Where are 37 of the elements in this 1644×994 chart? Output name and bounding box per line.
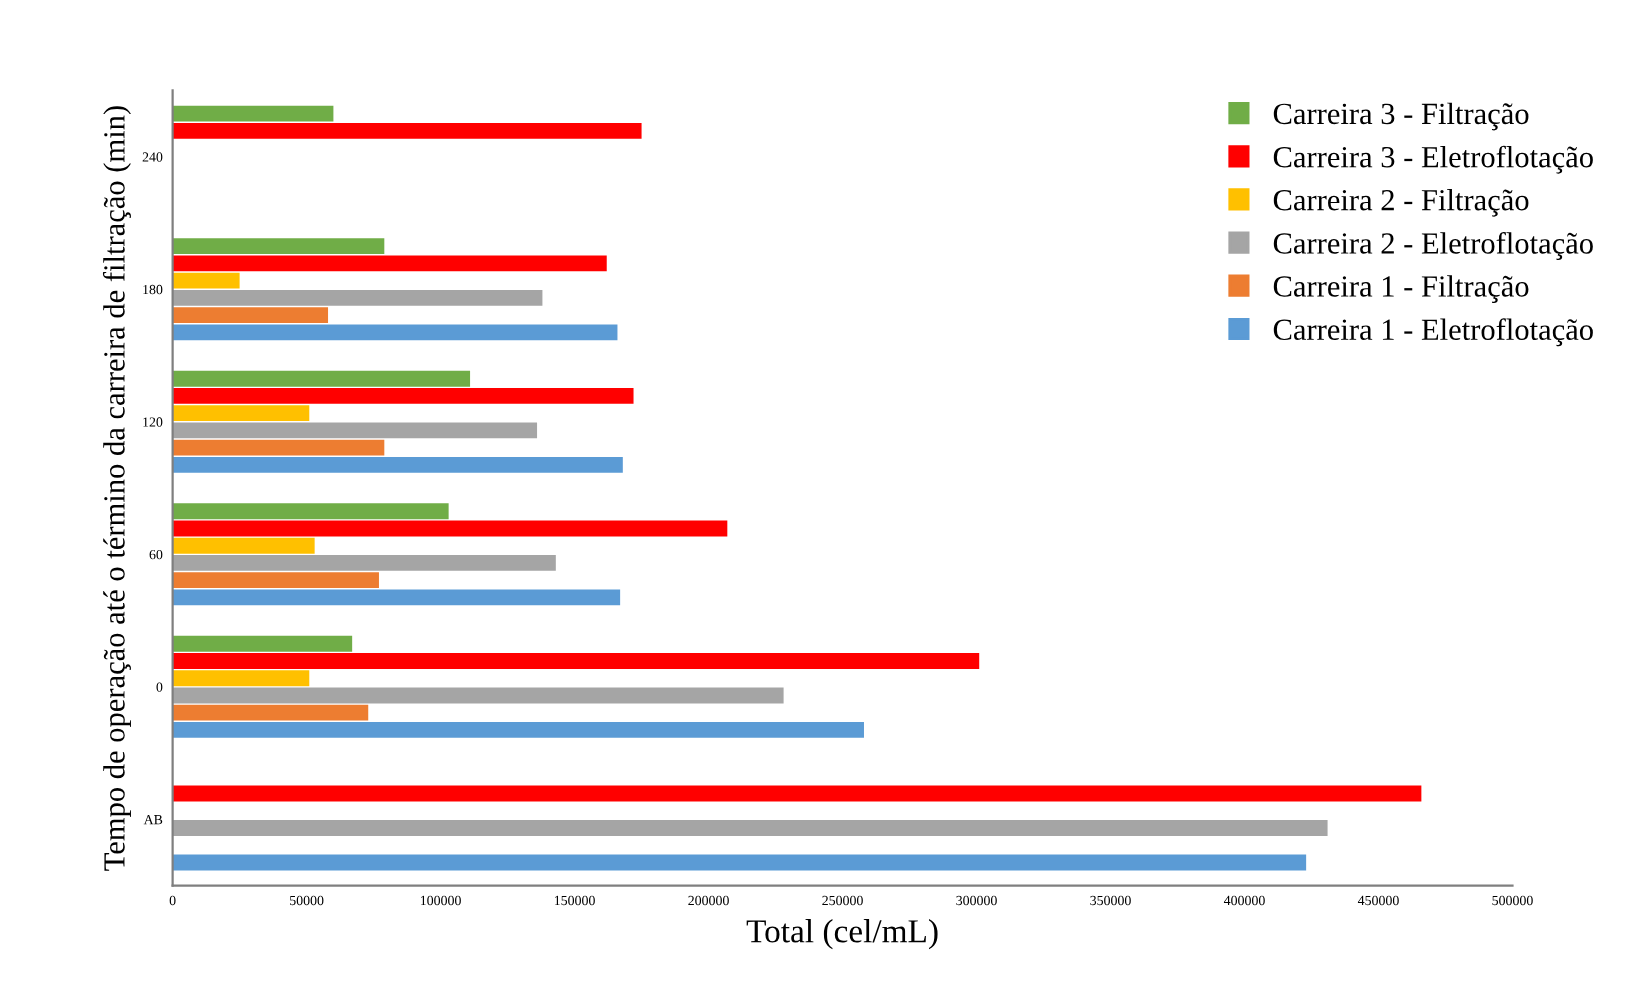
- bar: [172, 255, 607, 272]
- bar: [172, 653, 980, 669]
- bar: [172, 503, 449, 520]
- bar: [172, 122, 642, 139]
- bar: [172, 670, 310, 687]
- bar: [172, 820, 1328, 836]
- legend-label: Carreira 1 - Eletroflotação: [1273, 318, 1593, 347]
- bar: [172, 589, 621, 606]
- bar: [172, 422, 538, 439]
- legend-label: Carreira 3 - Filtração: [1273, 102, 1529, 131]
- y-axis-title: Tempo de operação até o término da carreira de filtração (min): [102, 106, 131, 871]
- legend-label: Carreira 2 - Filtração: [1273, 188, 1529, 217]
- bar: [172, 537, 315, 554]
- bar: [172, 105, 334, 122]
- legend-label: Carreira 2 - Eletroflotação: [1273, 231, 1593, 260]
- bar: [172, 272, 240, 289]
- legend-label: Carreira 3 - Eletroflotação: [1273, 145, 1593, 174]
- bar: [172, 572, 379, 589]
- legend-label: Carreira 1 - Filtração: [1273, 275, 1529, 303]
- bar: [172, 635, 353, 652]
- bar: [172, 238, 385, 255]
- bar: [172, 785, 1422, 802]
- bar: [172, 324, 618, 341]
- bar: [172, 854, 1307, 871]
- bar: [172, 289, 543, 306]
- bar: [172, 456, 623, 473]
- bar: [172, 722, 864, 738]
- bar: [172, 555, 556, 571]
- bar: [172, 704, 369, 721]
- bar: [172, 370, 471, 387]
- bar: [172, 405, 310, 422]
- bar: [172, 439, 385, 456]
- x-axis-title: Total (cel/mL): [746, 919, 938, 950]
- bar: [172, 520, 728, 537]
- bar: [172, 307, 329, 324]
- bar: [172, 687, 784, 704]
- bar: [172, 388, 634, 404]
